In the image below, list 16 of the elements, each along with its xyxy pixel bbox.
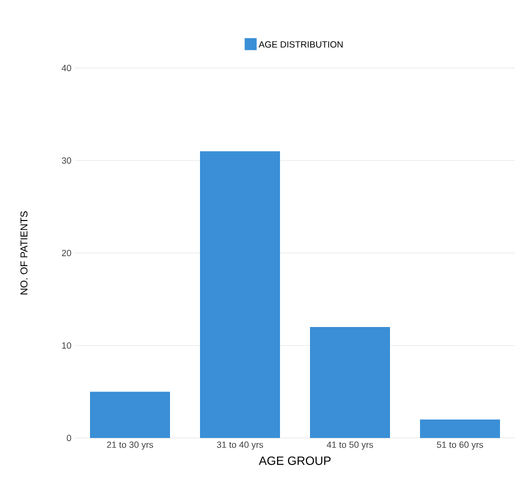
- bar: [90, 392, 170, 438]
- bar: [200, 151, 280, 438]
- y-tick-label: 20: [62, 250, 72, 256]
- legend-label: AGE DISTRIBUTION: [258, 41, 343, 48]
- y-tick-label: 10: [62, 342, 72, 349]
- x-tick-label: 51 to 60 yrs: [436, 442, 484, 450]
- x-tick-label: 31 to 40 yrs: [216, 442, 264, 450]
- y-tick-label: 40: [62, 64, 72, 72]
- bar: [420, 420, 500, 438]
- y-tick-label: 30: [62, 157, 72, 164]
- y-tick-label: 0: [66, 434, 72, 442]
- bar: [310, 327, 390, 438]
- x-tick-label: 41 to 50 yrs: [326, 442, 374, 450]
- x-axis-title: AGE GROUP: [258, 456, 331, 465]
- y-axis-title: NO. OF PATIENTS: [20, 211, 28, 294]
- x-tick-label: 21 to 30 yrs: [107, 442, 154, 450]
